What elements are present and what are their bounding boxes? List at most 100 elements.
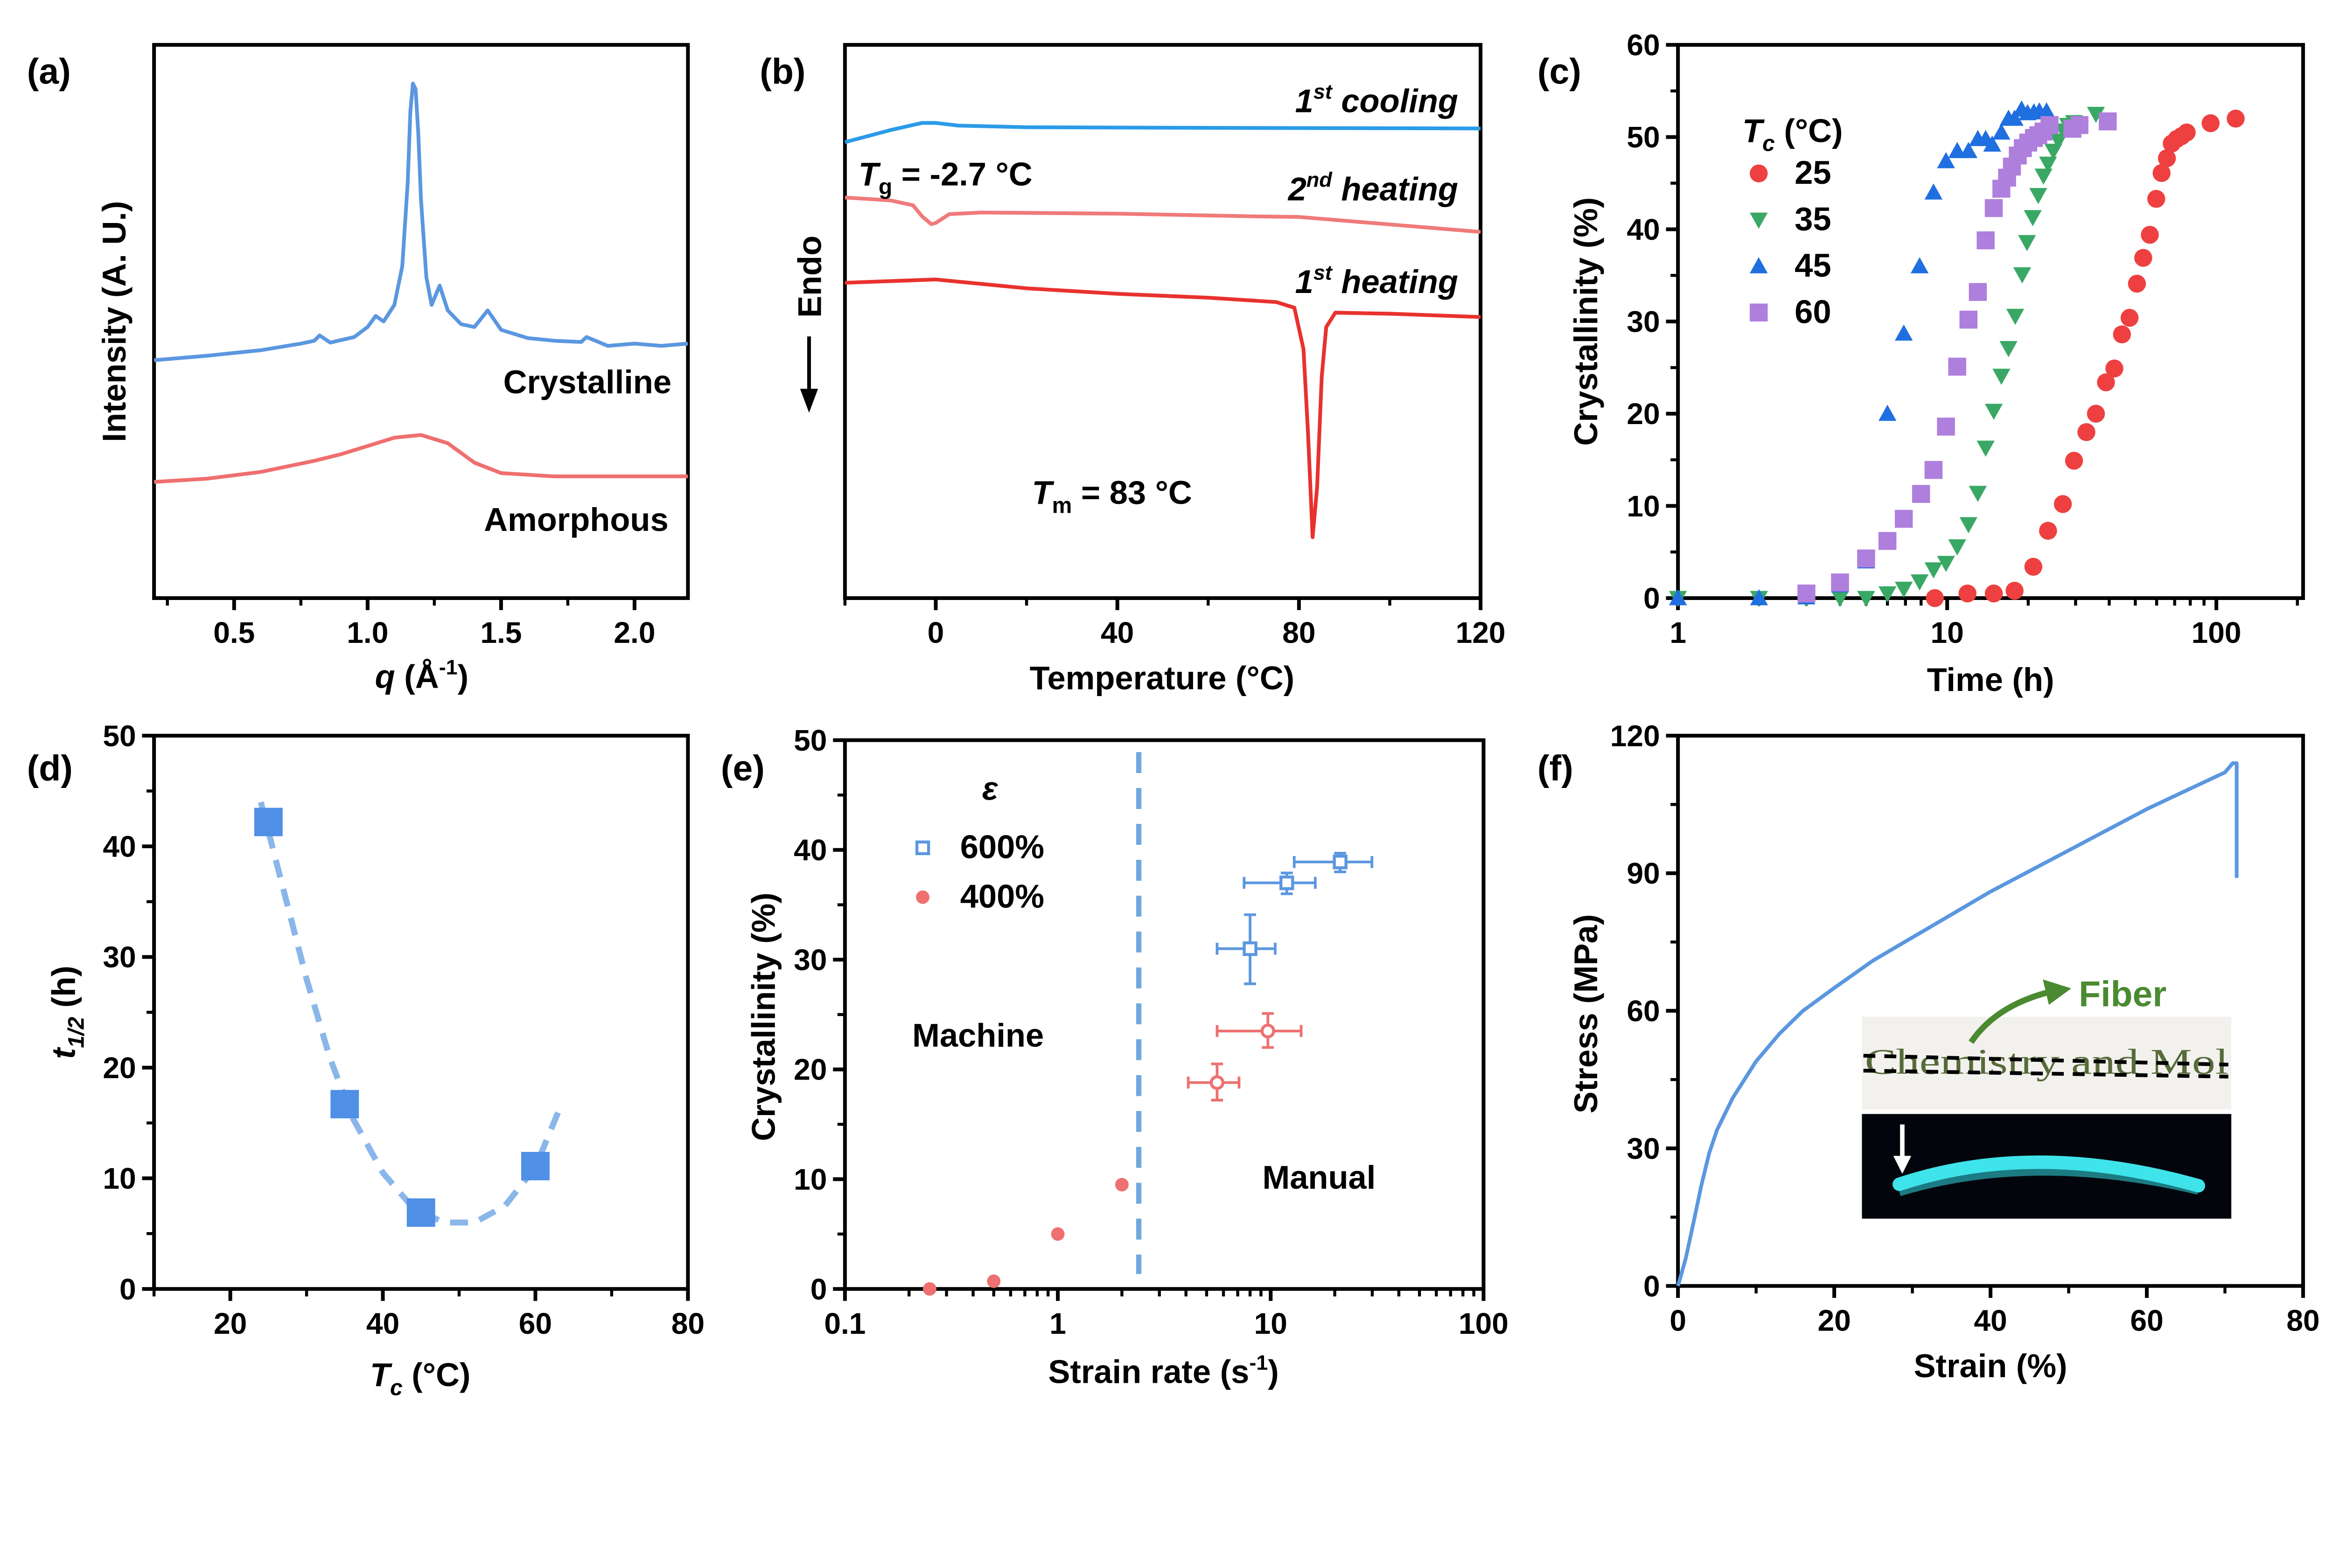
f-y-tick-label: 30 (1627, 1132, 1660, 1165)
tc25-point (2065, 452, 2083, 470)
first-cooling-curve (844, 121, 1481, 144)
a-x-tick-label: 1.0 (347, 616, 388, 649)
c-y-tick-label: 50 (1627, 120, 1660, 154)
tc25-point (2147, 189, 2165, 208)
crystalline-label: Crystalline (503, 363, 672, 400)
strain-600-point (1333, 854, 1348, 870)
c-y-tick-label: 60 (1627, 28, 1660, 62)
a-y-axis-label: Intensity (A. U.) (96, 201, 133, 442)
d-y-tick-label: 0 (119, 1272, 136, 1306)
tm-annotation: Tm = 83 °C (1032, 474, 1192, 518)
fiber-pointer-arrow-icon (1969, 988, 2053, 1044)
tc35-point (1831, 591, 1849, 607)
t-half-point (406, 1198, 435, 1227)
f-x-tick-label: 60 (2130, 1304, 2163, 1338)
legend-marker-400 (916, 890, 929, 904)
tc25-point (2120, 308, 2139, 327)
amorphous-curve (154, 433, 688, 484)
strain-400-point (1051, 1227, 1065, 1241)
a-axes-frame (152, 43, 690, 600)
d-y-axis-label: t1/2 (h) (45, 966, 89, 1059)
fiber-label: Fiber (2079, 974, 2166, 1014)
c-x-axis-label: Time (h) (1927, 661, 2054, 698)
tc60-point (1959, 310, 1977, 329)
c-x-tick-label: 100 (2192, 616, 2242, 649)
fiber-outline-dashed (1863, 1068, 2228, 1079)
figure: 0.5 1.0 1.5 2.0 0 40 80 120 1 10 10001020304050602… (27, 28, 2320, 1401)
tg-annotation: Tg = -2.7 °C (859, 155, 1033, 199)
f-y-tick-label: 0 (1643, 1269, 1660, 1303)
tc35-point (2018, 235, 2036, 251)
tc25-point (2227, 110, 2245, 128)
c-y-tick-label: 40 (1627, 213, 1660, 246)
d-x-tick-label: 60 (519, 1307, 552, 1340)
c-y-tick-label: 20 (1627, 397, 1660, 431)
c-x-tick-label: 1 (1669, 616, 1686, 649)
legend-marker-600 (915, 840, 930, 856)
f-y-tick-label: 60 (1627, 994, 1660, 1028)
d-x-axis-label: Tc (°C) (370, 1356, 470, 1400)
first-heating-label: 1st heating (1295, 260, 1458, 300)
f-y-tick-label: 90 (1627, 857, 1660, 890)
b-x-tick-label: 80 (1282, 616, 1315, 649)
a-x-tick-label: 0.5 (213, 616, 255, 649)
tc35-point (1878, 586, 1897, 603)
tc45-point (1894, 324, 1913, 341)
fiber-inset-photo: Chemistry and Mol Fiber (1862, 974, 2232, 1219)
d-y-tick-label: 10 (103, 1162, 136, 1195)
e-x-axis-label: Strain rate (s-1) (1048, 1351, 1278, 1390)
endo-arrow-icon (800, 336, 818, 413)
machine-region-label: Machine (912, 1017, 1044, 1054)
tc25-point (2024, 558, 2043, 576)
tc25-point (1984, 584, 2003, 603)
tc35-point (1959, 517, 1977, 534)
endo-label: Endo (791, 236, 828, 318)
e-legend-title: ε (982, 770, 999, 807)
legend-marker-tc60 (1750, 303, 1768, 322)
tc45-point (1992, 123, 2011, 140)
c-legend: 25 35 45 60 (1795, 154, 1831, 330)
b-x-tick-label: 120 (1456, 616, 1506, 649)
tc35-point (1999, 341, 2018, 357)
tc35-point (2006, 308, 2025, 325)
tc60-point (1948, 357, 1966, 376)
tc25-point (2141, 226, 2159, 244)
legend-marker-tc25 (1750, 164, 1768, 183)
tc25-point (2105, 359, 2123, 378)
d-x-tick-label: 20 (214, 1307, 247, 1340)
strain-400-point (1209, 1075, 1225, 1090)
tc25-point (2005, 582, 2024, 600)
a-x-axis-label: q (Å-1) (375, 655, 468, 695)
d-fit-dashed-curve (258, 801, 561, 1226)
tc25-point (2087, 404, 2105, 423)
crystalline-curve (154, 82, 688, 362)
glowing-fiber (1893, 1155, 2205, 1193)
tc60-point (2070, 116, 2089, 134)
fiber-pointer-arrowhead-icon (2043, 979, 2072, 1005)
tc45-point (1959, 142, 1977, 158)
panel-label-b: (b) (760, 51, 805, 91)
e-x-tick-label: 1 (1049, 1307, 1066, 1340)
strain-400-point (1260, 1024, 1275, 1038)
tc25-point (2113, 325, 2131, 344)
tc35-point (1992, 369, 2011, 385)
strain-400-point (923, 1282, 936, 1296)
e-y-tick-label: 0 (810, 1272, 827, 1306)
tc35-point (1948, 539, 1966, 556)
tc60-point (1924, 461, 1943, 479)
tc60-point (1937, 418, 1955, 436)
first-cooling-label: 1st cooling (1295, 80, 1458, 119)
b-x-tick-label: 40 (1101, 616, 1134, 649)
legend-label-tc25: 25 (1795, 154, 1831, 191)
c-y-axis-label: Crystallinity (%) (1567, 197, 1604, 446)
b-axes-frame (843, 43, 1483, 600)
axes-layer: 0.5 1.0 1.5 2.0 0 40 80 120 1 10 10001020304050602… (103, 28, 2319, 1340)
c-x-tick-label: 10 (1930, 616, 1963, 649)
legend-label-tc35: 35 (1795, 201, 1831, 237)
legend-marker-tc45 (1750, 257, 1768, 273)
tc25-point (2134, 249, 2152, 267)
panel-label-e: (e) (721, 748, 765, 788)
c-legend-title: Tc (°C) (1742, 112, 1843, 156)
tc60-point (1797, 584, 1816, 603)
e-x-tick-label: 10 (1254, 1307, 1287, 1340)
